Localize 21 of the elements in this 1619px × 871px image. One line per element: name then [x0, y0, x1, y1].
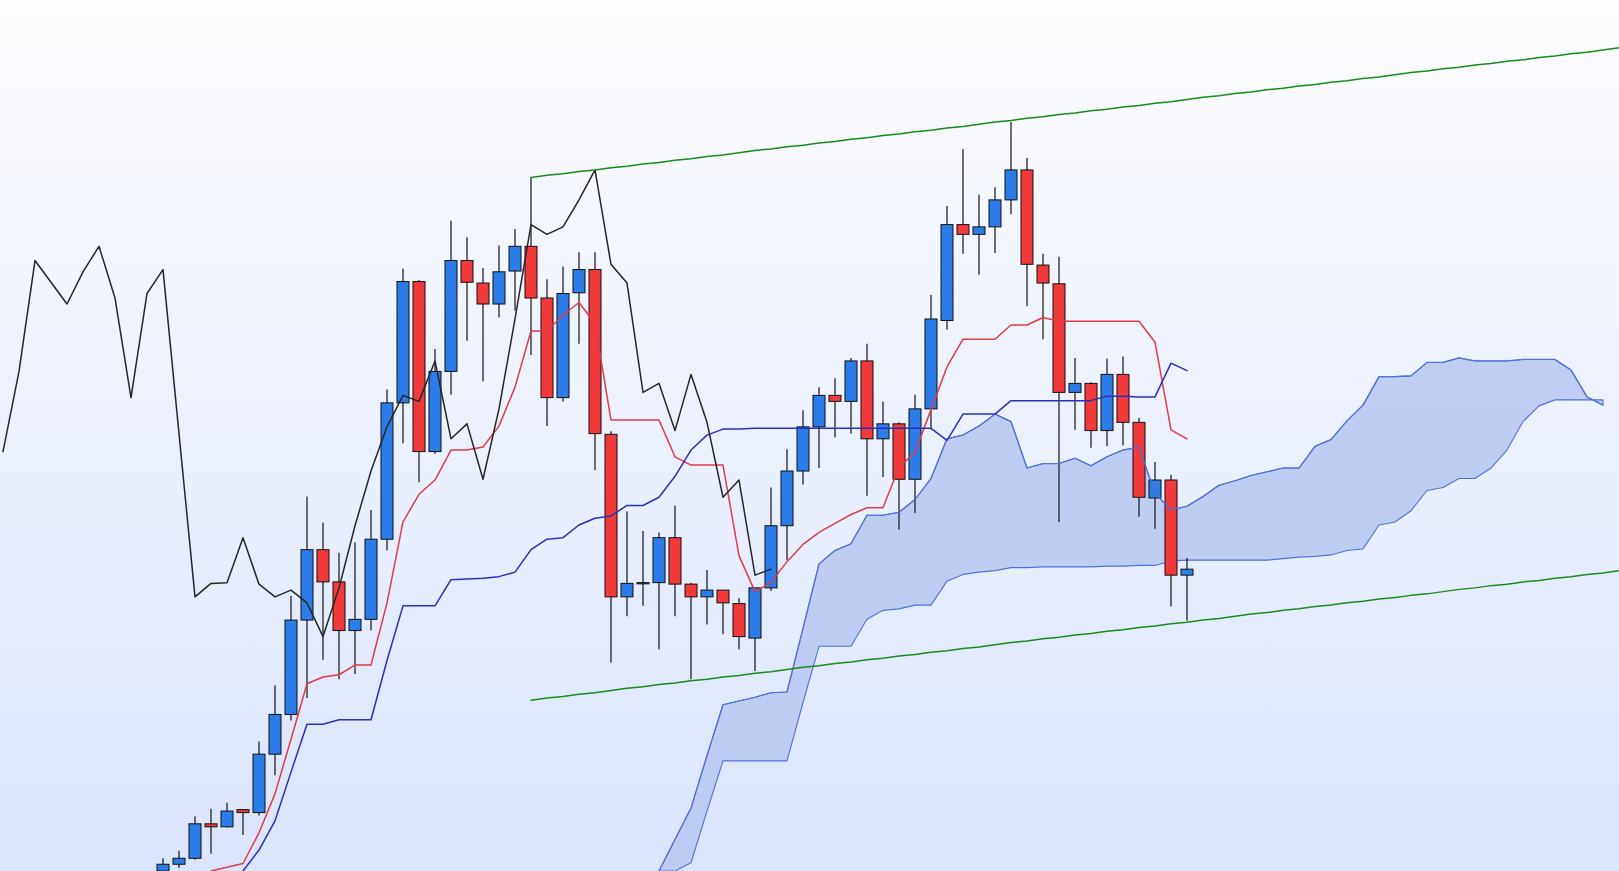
candlestick	[204, 808, 218, 855]
candlestick	[956, 148, 970, 255]
candlestick	[572, 251, 586, 345]
candlestick	[348, 541, 362, 675]
candlestick	[716, 589, 730, 635]
candlestick	[1180, 557, 1194, 622]
candlestick	[876, 400, 890, 478]
candlestick	[828, 377, 842, 438]
candlestick	[1068, 357, 1082, 431]
candlestick	[476, 267, 490, 382]
candlestick	[236, 808, 250, 836]
candlestick	[220, 802, 234, 829]
candlestick	[636, 530, 650, 607]
candlestick	[1036, 253, 1050, 340]
candlestick	[972, 194, 986, 276]
candlestick	[1148, 461, 1162, 530]
candlestick	[700, 569, 714, 626]
candlestick	[620, 510, 634, 617]
candlestick	[172, 850, 186, 869]
candlestick	[460, 236, 474, 342]
candlestick	[684, 582, 698, 680]
